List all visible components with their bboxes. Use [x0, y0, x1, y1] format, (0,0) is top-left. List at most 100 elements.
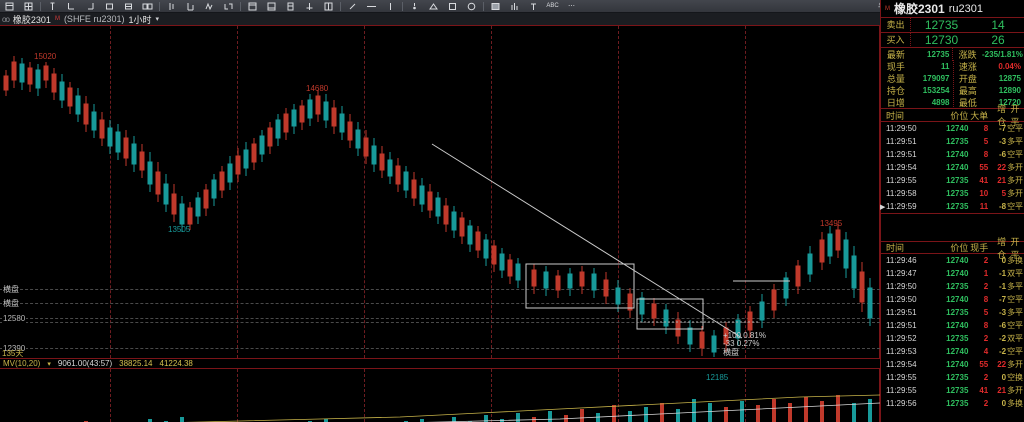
stat-label-high: 最高	[952, 83, 983, 97]
square-tool-icon[interactable]	[443, 0, 462, 12]
parallel-channel-icon[interactable]	[119, 0, 138, 12]
cell-type: 空换	[1007, 373, 1024, 382]
stat-label-open: 开盘	[952, 71, 983, 85]
main-contract-badge: M	[54, 16, 60, 22]
cell-oi: -8	[999, 202, 1007, 211]
table-row[interactable]: 11:29:46 12740 2 0 多换	[881, 254, 1024, 267]
toolbar-separator	[402, 1, 403, 11]
bid-row[interactable]: 买入 12730 26	[881, 32, 1024, 48]
table-row[interactable]: 11:29:51 12735 5 -3 多平	[881, 135, 1024, 148]
fibonacci-icon[interactable]	[138, 0, 157, 12]
tick-trade-list[interactable]: 时间 价位 现手 增仓 开平 11:29:46 12740 2 0 多换 11:…	[881, 237, 1024, 410]
pencil-icon[interactable]	[343, 0, 362, 12]
angle-tool-icon[interactable]	[219, 0, 238, 12]
big-order-list[interactable]: 时间 价位 大单 增仓 开平 11:29:50 12740 8 -7 空平 11…	[880, 104, 1024, 214]
annotation-line-1: +100 0.81%	[723, 331, 766, 340]
marker-icon[interactable]	[405, 0, 424, 12]
cell-oi: 0	[1001, 256, 1007, 265]
table-row[interactable]: 11:29:54 12740 55 22 多开	[881, 161, 1024, 174]
stat-value-current-vol: 11	[941, 61, 950, 71]
arrow-up-icon[interactable]	[381, 0, 400, 12]
table-row[interactable]: 11:29:50 12740 8 -7 空平	[881, 293, 1024, 306]
grid-tool-icon[interactable]	[19, 0, 38, 12]
more-tools-icon[interactable]: ⋯	[568, 2, 575, 10]
text-tool-icon[interactable]	[524, 0, 543, 12]
chart-symbol-name[interactable]: 橡胶2301	[12, 14, 51, 25]
flag-tool-icon[interactable]	[319, 0, 338, 12]
trendline-annotation	[431, 143, 743, 339]
histogram-icon[interactable]	[505, 0, 524, 12]
cross-tool-icon[interactable]	[300, 0, 319, 12]
cell-price: 12740	[946, 321, 969, 330]
triangle-tool-icon[interactable]	[424, 0, 443, 12]
table-row[interactable]: 11:29:52 12735 2 -2 双平	[881, 332, 1024, 345]
chart-area[interactable]: 12580 12390 横盘 横盘 15020 14680 13505 1349…	[0, 26, 880, 422]
cell-volume: 2	[983, 399, 989, 408]
mv-indicator-name[interactable]: MV(10,20)	[3, 359, 41, 368]
table-row[interactable]: 11:29:56 12735 2 0 多换	[881, 397, 1024, 410]
table-row[interactable]: 11:29:51 12735 5 -3 多平	[881, 306, 1024, 319]
grid-line-horizontal	[0, 348, 880, 349]
cell-oi: -7	[999, 124, 1007, 133]
table-row[interactable]: 11:29:51 12740 8 -6 空平	[881, 319, 1024, 332]
trend-line-icon[interactable]	[62, 0, 81, 12]
cell-time: 11:29:56	[886, 399, 917, 408]
box-select-icon[interactable]	[100, 0, 119, 12]
grid-line-vertical	[364, 26, 365, 358]
rectangle-tool-icon[interactable]	[0, 0, 19, 12]
mv-indicator-bar[interactable]: MV(10,20) ▾ 9061.00(43:57) 38825.14 4122…	[0, 358, 880, 369]
ask-row[interactable]: 卖出 12735 14	[881, 17, 1024, 33]
percent-tool-icon[interactable]	[262, 0, 281, 12]
col-header-volume: 大单	[970, 110, 989, 121]
month-tool-icon[interactable]	[281, 0, 300, 12]
tick-trade-list-header: 时间 价位 现手 增仓 开平	[881, 237, 1024, 260]
cell-time: 11:29:55	[886, 373, 917, 382]
big-order-list-header: 时间 价位 大单 增仓 开平	[881, 104, 1024, 127]
grid-line-vertical	[618, 369, 619, 422]
ask-price[interactable]: 12735	[924, 18, 959, 32]
table-row[interactable]: 11:29:55 12735 2 0 空换	[881, 371, 1024, 384]
chevron-down-icon[interactable]: ▾	[47, 360, 51, 368]
cell-type: 多换	[1007, 399, 1024, 408]
cell-volume: 41	[979, 386, 989, 395]
table-row[interactable]: 11:29:50 12740 8 -7 空平	[881, 122, 1024, 135]
cell-price: 12740	[946, 269, 969, 278]
quote-header[interactable]: M 橡胶2301 ru2301	[881, 0, 1024, 18]
cell-volume: 1	[983, 269, 989, 278]
zigzag-icon[interactable]	[200, 0, 219, 12]
stat-label-low: 最低	[952, 95, 983, 109]
table-row[interactable]: 11:29:55 12735 41 21 多开	[881, 174, 1024, 187]
cell-price: 12735	[946, 137, 969, 146]
calendar-icon[interactable]	[243, 0, 262, 12]
table-row[interactable]: 11:29:51 12740 8 -6 空平	[881, 148, 1024, 161]
table-row[interactable]: 11:29:50 12735 2 -1 多平	[881, 280, 1024, 293]
col-header-price: 价位	[950, 110, 969, 121]
chevron-down-icon[interactable]: ▾	[155, 16, 159, 23]
vertical-line-icon[interactable]	[43, 0, 62, 12]
volume-pane[interactable]	[0, 369, 880, 422]
table-row[interactable]: 11:29:54 12740 55 22 多开	[881, 358, 1024, 371]
table-row[interactable]: 11:29:53 12740 4 -2 空平	[881, 345, 1024, 358]
abc-tool-icon[interactable]: ABC	[546, 3, 559, 9]
price-pane[interactable]: 12580 12390 横盘 横盘 15020 14680 13505 1349…	[0, 26, 880, 382]
stat-label-last: 最新	[886, 49, 905, 60]
table-row[interactable]: 11:29:55 12735 41 21 多开	[881, 384, 1024, 397]
wave-tool-icon[interactable]	[181, 0, 200, 12]
chart-timeframe[interactable]: 1小时	[128, 14, 152, 25]
table-row[interactable]: 11:29:58 12735 10 5 多开	[881, 187, 1024, 200]
image-tool-icon[interactable]	[486, 0, 505, 12]
horizontal-line-icon[interactable]	[362, 0, 381, 12]
bar-pattern-icon[interactable]	[162, 0, 181, 12]
stat-value-open: 12875	[998, 73, 1021, 83]
ellipse-tool-icon[interactable]	[462, 0, 481, 12]
drag-handle-icon[interactable]: oo	[2, 14, 10, 24]
cell-price: 12740	[946, 256, 969, 265]
table-row[interactable]: ▶ 11:29:59 12735 11 -8 空平	[880, 200, 1024, 213]
bid-price[interactable]: 12730	[924, 33, 959, 47]
table-row[interactable]: 11:29:47 12740 1 -1 双平	[881, 267, 1024, 280]
ray-line-icon[interactable]	[81, 0, 100, 12]
candlestick-series	[3, 56, 873, 357]
point-label-high: 13495	[820, 219, 843, 228]
stat-value-speed: 0.04%	[998, 61, 1021, 71]
